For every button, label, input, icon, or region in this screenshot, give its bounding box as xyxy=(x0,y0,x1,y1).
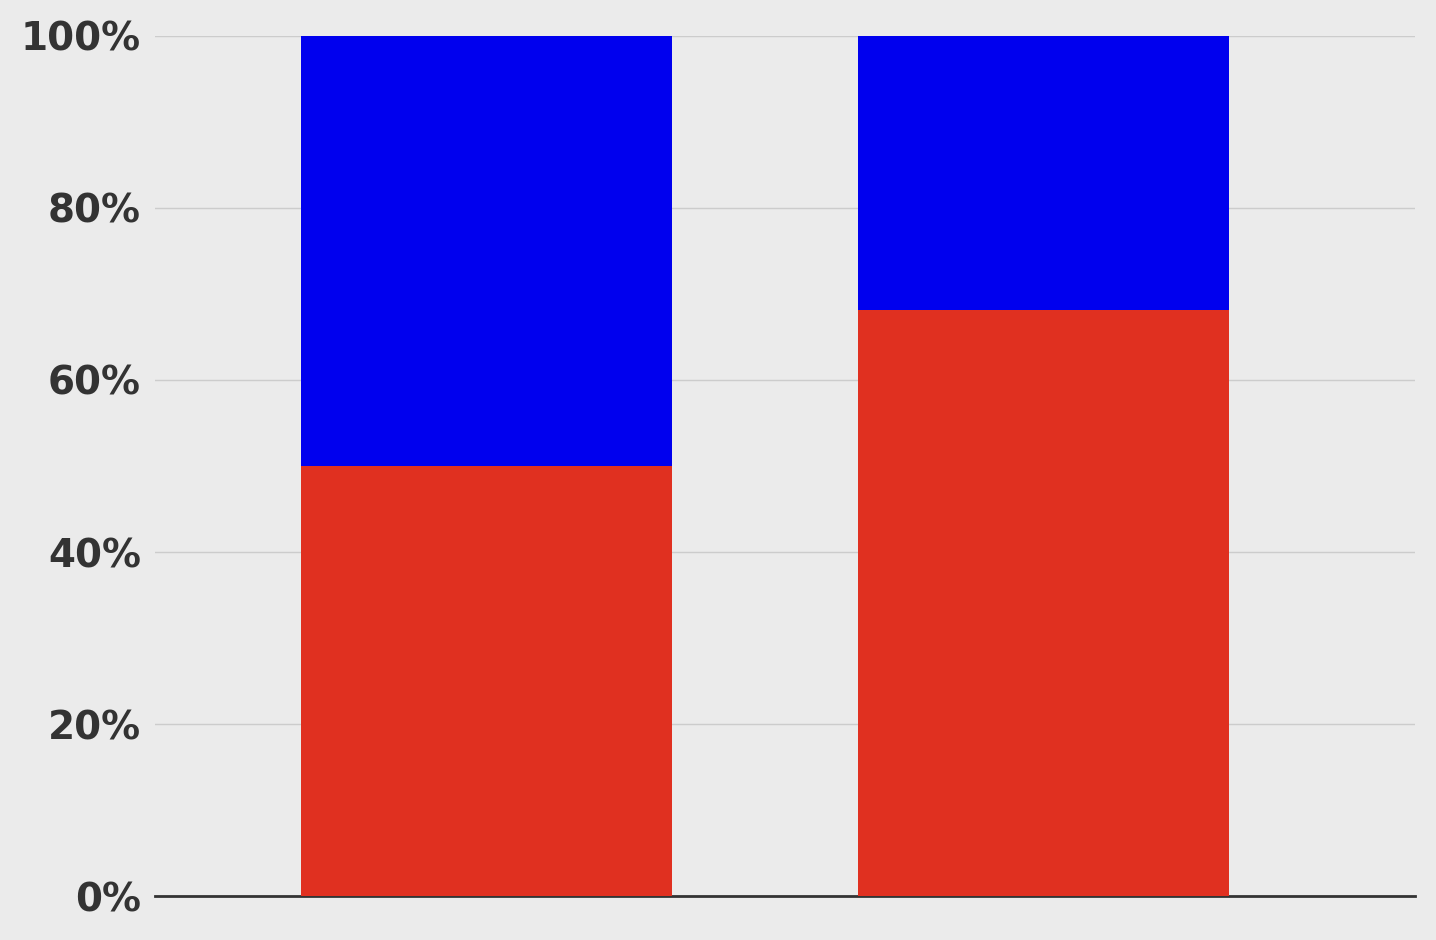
Bar xyxy=(857,36,1229,309)
Bar xyxy=(300,36,672,466)
Bar xyxy=(300,466,672,896)
Bar xyxy=(857,309,1229,896)
